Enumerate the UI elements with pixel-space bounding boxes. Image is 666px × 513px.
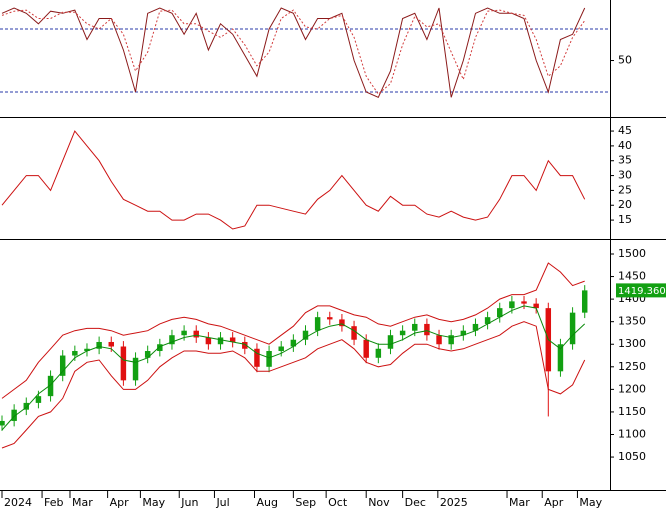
candle-body [569,312,576,345]
x-tick-label: Apr [110,496,130,509]
candle-body [181,330,187,336]
candle-body [436,335,442,345]
series-line [1,9,586,95]
y-tick-label: 15 [618,213,632,226]
series-line [1,130,586,230]
series-line [1,7,586,98]
candle-body [460,330,467,336]
candle-body [351,326,357,340]
x-tick-label: Apr [544,496,564,509]
candle-body [314,317,321,331]
candle-body [278,346,284,352]
x-tick-label: 2025 [440,496,468,509]
candle-body [72,351,78,356]
x-tick-label: Sep [295,496,316,509]
candle-body [509,301,515,309]
y-tick-label: 30 [618,169,632,182]
candle-body [96,341,102,349]
x-tick-label: Jul [215,496,229,509]
y-tick-label: 1250 [618,360,646,373]
y-tick-label: 1100 [618,427,646,440]
x-tick-label: May [142,496,165,509]
candle-body [205,337,212,345]
candle-body [521,301,527,304]
candle-body [254,348,260,367]
x-tick-label: Oct [328,496,348,509]
candle-body [59,355,66,376]
series-line [1,321,586,449]
candle-body [302,330,309,340]
y-tick-label: 40 [618,139,632,152]
candle-body [497,308,503,318]
frame [0,0,666,491]
x-tick-label: Feb [44,496,63,509]
series-line [1,262,585,399]
candle-body [399,330,406,336]
x-tick-label: Dec [405,496,426,509]
x-tick-label: 2024 [4,496,32,509]
candle-body [472,323,479,331]
candle-body [412,323,418,331]
candle-body [11,409,17,421]
candle-body [424,323,430,336]
series-line [1,305,586,431]
candle-body [193,330,199,338]
x-tick-label: Jun [180,496,198,509]
candle-body [363,339,369,358]
y-tick-label: 20 [618,198,632,211]
x-tick-label: Mar [509,496,530,509]
candle-body [484,317,491,324]
candle-body [375,348,382,358]
y-tick-label: 1200 [618,382,646,395]
candle-body [387,335,394,349]
last-price-box [616,283,666,298]
y-tick-label: 1050 [618,450,646,463]
candle-body [108,341,114,347]
candle-body [144,351,151,358]
candle-body [229,337,236,342]
y-tick-label: 50 [618,54,632,67]
candle-body [217,337,224,345]
candle-body [120,346,127,381]
y-tick-label: 1300 [618,337,646,350]
candle-body [23,402,30,410]
candle-body [242,341,248,349]
candle-body [84,348,90,352]
candle-body [0,420,5,426]
x-tick-label: Aug [257,496,278,509]
candle-body [157,344,163,352]
candle-body [290,339,297,347]
candle-body [581,290,588,313]
y-tick-label: 35 [618,154,632,167]
candle-body [35,396,42,403]
x-tick-label: Nov [368,496,390,509]
candle-body [327,317,333,320]
candle-body [557,344,564,372]
candle-body [132,357,139,381]
y-tick-label: 1450 [618,270,646,283]
last-price-label: 1419.360 [618,286,666,297]
y-tick-label: 25 [618,183,632,196]
candle-body [169,335,175,345]
y-tick-label: 1500 [618,247,646,260]
candle-body [533,303,539,309]
y-tick-label: 1150 [618,405,646,418]
candle-body [448,335,454,345]
y-tick-label: 45 [618,124,632,137]
y-tick-label: 1350 [618,315,646,328]
candle-body [266,351,272,367]
x-tick-label: May [579,496,602,509]
candle-body [339,319,345,327]
x-tick-label: Mar [72,496,93,509]
candle-body [47,375,54,397]
